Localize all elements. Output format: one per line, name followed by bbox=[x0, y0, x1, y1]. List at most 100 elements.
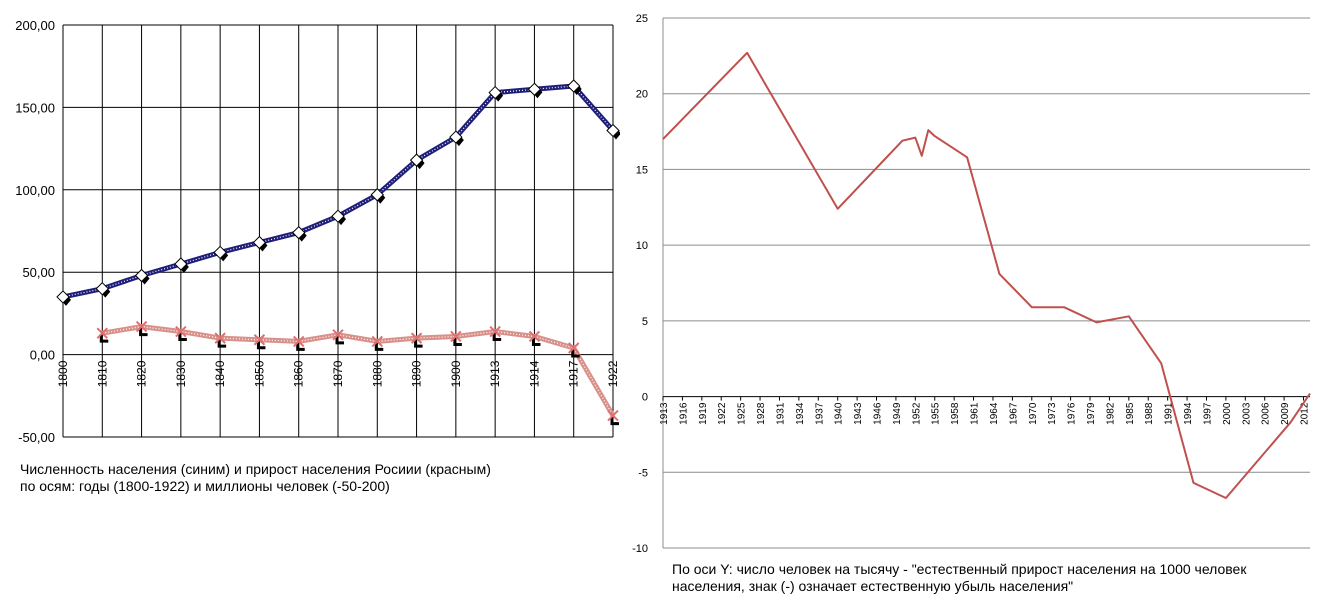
right-x-tick: 1976 bbox=[1067, 402, 1078, 425]
left-series-1-marker bbox=[96, 327, 108, 339]
right-x-tick: 2006 bbox=[1261, 402, 1272, 425]
left-series-0-marker bbox=[292, 225, 306, 240]
left-x-tick: 1850 bbox=[252, 360, 266, 387]
right-x-tick: 2003 bbox=[1241, 402, 1252, 425]
right-x-tick: 1925 bbox=[737, 402, 748, 425]
left-y-tick: 0,00 bbox=[30, 348, 55, 363]
left-series-1-marker-shadow bbox=[99, 334, 109, 343]
right-x-tick: 1970 bbox=[1028, 402, 1039, 425]
right-x-tick: 1982 bbox=[1105, 402, 1116, 425]
right-y-tick: 25 bbox=[636, 13, 648, 25]
left-series-0-marker bbox=[331, 209, 345, 223]
left-series-1-marker bbox=[175, 325, 187, 338]
right-x-tick: 1967 bbox=[1008, 402, 1019, 425]
left-x-tick: 1860 bbox=[292, 360, 306, 387]
left-series-1-marker bbox=[568, 342, 580, 354]
right-x-tick: 1940 bbox=[834, 402, 845, 425]
left-series-1-marker bbox=[410, 332, 423, 344]
right-grid bbox=[663, 17, 1310, 549]
right-series-0-line bbox=[662, 51, 1311, 499]
right-x-tick: 1919 bbox=[698, 402, 709, 425]
right-x-tick: 1949 bbox=[892, 402, 903, 425]
right-x-tick: 1991 bbox=[1164, 402, 1175, 425]
left-series-1-line bbox=[101, 324, 616, 417]
left-series-1-marker bbox=[293, 335, 305, 348]
left-axes bbox=[62, 25, 613, 437]
left-y-tick: -50,00 bbox=[18, 430, 55, 445]
right-chart-caption: По оси Y: число человек на тысячу - "ест… bbox=[672, 561, 1312, 595]
left-series-0-marker bbox=[409, 153, 424, 167]
right-x-tick: 1946 bbox=[873, 402, 884, 425]
left-x-tick: 1840 bbox=[213, 360, 227, 387]
left-series-1-marker bbox=[214, 332, 226, 344]
left-series-0-marker bbox=[56, 290, 70, 304]
left-series-1-marker bbox=[332, 329, 344, 341]
left-series-1-marker-shadow bbox=[256, 340, 266, 350]
left-series-1-marker-shadow bbox=[296, 342, 305, 351]
left-x-tick: 1900 bbox=[449, 360, 463, 387]
left-series-1-marker bbox=[528, 330, 541, 343]
right-x-tick: 1928 bbox=[756, 402, 767, 425]
left-y-tick-labels: -50,00 0,00 50,00 100,00 150,00 200,00 bbox=[15, 18, 55, 445]
left-series-1-marker bbox=[371, 335, 383, 348]
left-series bbox=[56, 79, 620, 426]
left-series-1-marker bbox=[135, 320, 148, 333]
right-y-tick: 5 bbox=[642, 316, 648, 328]
right-y-tick: 20 bbox=[636, 89, 648, 101]
left-series-0-marker bbox=[567, 79, 581, 93]
natural-growth-chart: -10 -5 0 5 10 15 20 25 1913 1916 1919 1922 1925 1928… bbox=[632, 13, 1311, 555]
right-x-tick: 1934 bbox=[795, 402, 806, 425]
left-series-1-marker-shadow bbox=[492, 332, 502, 342]
left-series-0-marker bbox=[213, 245, 227, 260]
left-y-tick: 200,00 bbox=[15, 18, 55, 33]
left-series-0-marker bbox=[252, 235, 267, 250]
right-axes bbox=[662, 18, 1310, 548]
right-y-tick: 10 bbox=[636, 240, 648, 252]
left-x-tick: 1880 bbox=[370, 360, 384, 387]
right-x-tick: 1931 bbox=[775, 402, 786, 425]
right-x-tick: 1994 bbox=[1183, 402, 1194, 425]
left-series-0-marker bbox=[174, 257, 188, 271]
left-series-0-marker bbox=[527, 82, 542, 96]
right-x-tick: 1916 bbox=[678, 402, 689, 425]
right-x-tick: 1952 bbox=[911, 402, 922, 425]
right-x-tick: 1964 bbox=[989, 402, 1000, 425]
left-x-tick: 1800 bbox=[56, 360, 70, 387]
left-x-tick: 1914 bbox=[527, 360, 541, 387]
right-x-tick: 1955 bbox=[931, 402, 942, 425]
right-x-tick: 1973 bbox=[1047, 402, 1058, 425]
left-series-1-marker-shadow bbox=[178, 332, 187, 342]
right-x-tick: 1988 bbox=[1144, 402, 1155, 425]
left-chart-caption: Численность населения (синим) и прирост … bbox=[20, 461, 580, 495]
right-y-tick-labels: -10 -5 0 5 10 15 20 25 bbox=[632, 13, 648, 555]
right-x-tick: 2012 bbox=[1300, 402, 1311, 425]
left-series-1-marker bbox=[253, 334, 266, 346]
left-caption-line-2: по осям: годы (1800-1922) и миллионы чел… bbox=[20, 478, 390, 494]
left-x-tick: 1890 bbox=[410, 360, 424, 387]
right-y-tick: -5 bbox=[638, 467, 648, 479]
right-x-tick: 1913 bbox=[659, 402, 670, 425]
left-x-tick: 1870 bbox=[331, 360, 345, 387]
left-x-tick: 1830 bbox=[174, 360, 188, 387]
left-series-1-marker-shadow bbox=[531, 337, 541, 346]
right-caption-line-2: населения, знак (-) означает естественну… bbox=[672, 578, 1074, 594]
left-grid bbox=[63, 24, 614, 438]
left-series-0-marker bbox=[449, 130, 463, 144]
right-x-tick: 2000 bbox=[1222, 402, 1233, 425]
right-series bbox=[662, 51, 1311, 499]
left-x-tick: 1922 bbox=[606, 360, 620, 387]
left-x-tick-labels: 1800 1810 1820 1830 1840 1850 1860 1870 1880 1890… bbox=[56, 360, 620, 387]
right-x-tick: 1979 bbox=[1086, 402, 1097, 425]
right-x-tick: 1997 bbox=[1202, 402, 1213, 425]
left-y-tick: 50,00 bbox=[22, 265, 55, 280]
left-series-1-marker-shadow bbox=[217, 339, 227, 348]
right-y-tick: -10 bbox=[632, 543, 648, 555]
left-series-1-marker-shadow bbox=[139, 327, 148, 337]
left-x-tick: 1917 bbox=[567, 360, 581, 387]
left-y-tick: 100,00 bbox=[15, 183, 55, 198]
right-y-tick: 0 bbox=[642, 392, 648, 404]
right-x-tick: 1922 bbox=[717, 402, 728, 425]
left-series-1-marker-shadow bbox=[571, 349, 580, 358]
left-series-1-marker bbox=[607, 409, 619, 422]
